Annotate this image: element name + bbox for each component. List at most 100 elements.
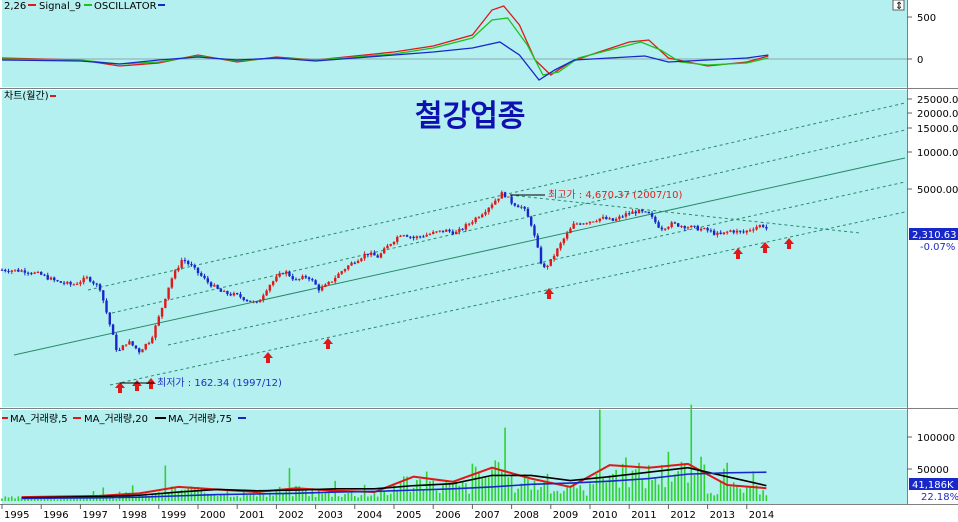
volume-bar (383, 491, 385, 501)
volume-bar (272, 495, 274, 501)
osc-y-tick-500: 500 (917, 13, 936, 24)
candle-body (79, 282, 82, 284)
histogram-line (1, 41, 769, 81)
candle-body (353, 262, 356, 264)
candle-body (471, 222, 474, 224)
vol-legend-ma75: MA_거래량,75 (168, 413, 232, 425)
volume-bar (465, 483, 467, 501)
x-tick-label: 1997 (82, 510, 107, 521)
candle-body (249, 300, 252, 302)
candle-body (242, 297, 245, 301)
candle-body (258, 300, 262, 303)
volume-bar (11, 496, 13, 501)
candle-body (255, 301, 258, 303)
candle-body (252, 301, 255, 303)
candle-body (330, 281, 334, 283)
candle-body (134, 345, 138, 349)
volume-bar (53, 498, 56, 501)
candle-body (513, 203, 517, 206)
volume-bar (105, 498, 108, 501)
candle-body (497, 198, 500, 201)
candle-body (624, 213, 628, 217)
candle-body (565, 233, 569, 239)
candle-body (716, 232, 719, 235)
panel-resize-icon[interactable]: ⇕ (895, 1, 903, 12)
volume-bar (533, 480, 536, 501)
volume-bar (621, 463, 624, 501)
volume-bar (654, 477, 657, 501)
volume-bar (550, 493, 552, 501)
volume-bar (357, 497, 359, 501)
candle-body (481, 214, 484, 218)
volume-bar (370, 495, 372, 501)
candle-body (409, 236, 412, 238)
volume-bar (376, 496, 379, 501)
volume-bar (648, 465, 650, 501)
volume-bar (138, 495, 140, 501)
volume-bar (1, 498, 3, 501)
volume-bar (514, 492, 516, 501)
volume-bar (282, 492, 284, 501)
volume-bar (141, 494, 144, 501)
volume-bar (634, 469, 637, 501)
support-arrow-icon (263, 352, 273, 363)
candle-body (206, 278, 209, 283)
candle-body (677, 223, 680, 227)
candle-body (618, 216, 621, 219)
volume-bar (520, 483, 523, 501)
candle-body (167, 287, 170, 299)
candle-body (56, 280, 59, 282)
x-tick-label: 2011 (631, 510, 656, 521)
current-volume-pct: 22.18% (921, 492, 958, 503)
candle-body (667, 226, 670, 229)
volume-bar (563, 490, 565, 501)
volume-bar (468, 493, 470, 501)
volume-bar (732, 482, 735, 501)
candle-body (719, 232, 722, 235)
candle-body (320, 286, 324, 291)
volume-bar (17, 496, 20, 501)
candle-body (294, 279, 298, 281)
candle-body (598, 218, 601, 222)
candle-body (360, 258, 363, 261)
candle-body (516, 205, 520, 208)
x-tick-label: 1999 (161, 510, 186, 521)
candle-body (663, 228, 667, 230)
candle-body (510, 196, 513, 204)
volume-bar (559, 493, 562, 501)
candle-body (183, 260, 187, 262)
panel-resize-button[interactable] (892, 0, 905, 11)
volume-bar (174, 487, 176, 501)
support-arrow-icon (784, 238, 794, 249)
volume-ma75-line (21, 471, 767, 500)
volume-bar (582, 490, 585, 501)
volume-bar (585, 495, 588, 501)
volume-bar (210, 493, 212, 501)
volume-bar (308, 496, 310, 501)
candle-body (699, 228, 703, 231)
candle-body (722, 232, 726, 235)
volume-bar (599, 409, 601, 501)
candle-body (647, 211, 650, 214)
volume-bar (491, 469, 493, 501)
volume-bar (765, 495, 768, 501)
volume-bar (229, 496, 232, 501)
candle-body (742, 231, 745, 233)
volume-bar (762, 490, 764, 501)
volume-bar (102, 487, 105, 501)
volume-bar (321, 493, 323, 501)
candle-body (494, 200, 497, 205)
candle-body (601, 216, 605, 219)
volume-bar (177, 492, 180, 501)
volume-bar (556, 490, 559, 501)
candle-body (451, 231, 454, 235)
volume-bar (638, 462, 640, 501)
volume-bar (438, 493, 441, 501)
candle-body (477, 217, 481, 219)
volume-bar (618, 487, 621, 501)
volume-bar (79, 496, 82, 501)
volume-bar (288, 468, 291, 501)
volume-bar (412, 487, 415, 501)
volume-bar (452, 480, 454, 501)
low-annotation: 최저가 : 162.34 (1997/12) (157, 377, 282, 389)
